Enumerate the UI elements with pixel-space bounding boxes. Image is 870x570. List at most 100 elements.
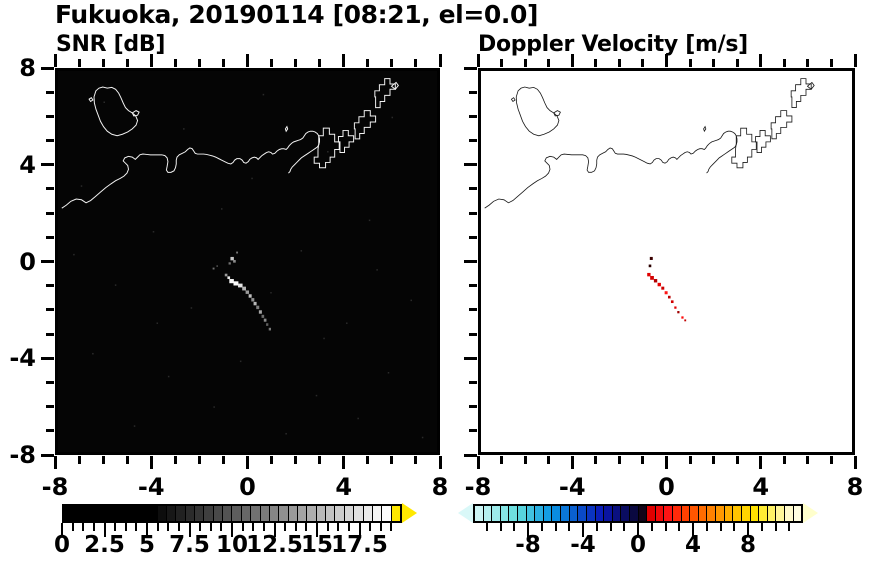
x-axis-minor-tick-bottom [829,456,833,464]
colorbar-segment [793,506,802,521]
y-axis-tick-label: -4 [9,344,36,373]
panel-title-snr: SNR [dB] [56,32,166,57]
colorbar-tick-label: 4 [684,532,702,558]
colorbar-segment [526,506,536,521]
x-axis-minor-tick-top [594,59,598,67]
x-axis-minor-tick-top [641,59,645,67]
colorbar-major-tick [146,523,148,537]
x-axis-minor-tick-bottom [688,456,692,464]
x-axis-tick-label: 0 [239,473,256,501]
snr-colorbar [62,504,402,523]
colorbar-minor-tick [294,523,297,531]
colorbar-minor-tick [305,523,308,531]
colorbar-segment [382,506,392,521]
y-axis-tick-label: 0 [19,247,36,276]
colorbar-minor-tick [650,523,653,531]
x-axis-major-tick-bottom [853,456,857,469]
x-axis-minor-tick-bottom [221,456,225,464]
colorbar-minor-tick [326,523,329,531]
x-axis-minor-tick-top [617,59,621,67]
x-axis-major-tick-bottom [570,456,574,469]
x-axis-major-tick-bottom [476,456,480,469]
colorbar-minor-tick [678,523,681,531]
colorbar-segment [741,506,751,521]
x-axis-minor-tick-bottom [500,456,504,464]
x-axis-minor-tick-bottom [617,456,621,464]
y-axis-tick-label: 8 [19,54,36,82]
colorbar-tick-label: 12.5 [246,532,303,558]
x-axis-major-tick-top [665,54,668,67]
y-axis-minor-tick [46,405,54,409]
colorbar-segment [335,506,345,521]
doppler-plot-svg [481,71,852,452]
colorbar-minor-tick [719,523,722,531]
x-axis-minor-tick-top [318,59,322,67]
colorbar-segment [223,506,233,521]
y-axis-minor-tick [469,429,477,433]
colorbar-segment [629,506,639,521]
x-axis-tick-label: -4 [137,473,165,501]
y-axis-tick-label: -8 [9,441,36,469]
colorbar-major-tick [358,523,361,537]
colorbar-segment [148,506,158,521]
colorbar-segment [586,506,596,521]
colorbar-segment [561,506,570,521]
colorbar-minor-tick [788,523,791,531]
colorbar-segment [638,506,648,521]
x-axis-minor-tick-bottom [390,456,394,464]
colorbar-segment [483,506,493,521]
colorbar-segment [288,506,298,521]
x-axis-minor-tick-bottom [782,456,786,464]
snr-noise-speckle [73,93,424,439]
y-axis-minor-tick [469,90,477,94]
colorbar-segment [157,506,167,521]
colorbar-major-tick [637,523,639,537]
colorbar-segment [569,506,579,521]
x-axis-minor-tick-bottom [77,456,81,464]
colorbar-minor-tick [760,523,763,531]
colorbar-segment [673,506,682,521]
snr-echo-streak [212,251,271,331]
colorbar-segment [120,506,130,521]
colorbar-segment [716,506,725,521]
x-axis-major-tick-bottom [149,456,153,469]
colorbar-minor-tick [82,523,85,531]
y-axis-major-tick [41,66,54,70]
colorbar-minor-tick [774,523,777,531]
colorbar-arrow-high [402,503,417,523]
y-axis-minor-tick [46,211,54,215]
colorbar-segment [241,506,252,521]
x-axis-minor-tick-bottom [173,456,177,464]
colorbar-tick-label: -4 [570,532,596,558]
y-axis-minor-tick [46,380,54,384]
colorbar-major-tick [273,523,276,537]
x-axis-major-tick-bottom [438,456,442,469]
snr-background [58,71,437,452]
y-axis-major-tick [41,260,54,263]
colorbar-minor-tick [284,523,287,531]
x-axis-tick-label: 8 [431,473,449,501]
colorbar-minor-tick [540,523,543,531]
colorbar-segment [129,506,139,521]
x-axis-tick-label: -8 [464,473,492,501]
x-axis-minor-tick-bottom [318,456,322,464]
x-axis-major-tick-bottom [53,456,57,469]
colorbar-segment [759,506,768,521]
colorbar-arrow-low [458,503,473,523]
x-axis-tick-label: 0 [658,473,675,501]
x-axis-minor-tick-top [390,59,394,67]
colorbar-minor-tick [664,523,667,531]
colorbar-major-tick [316,523,318,537]
x-axis-minor-tick-top [735,59,739,67]
colorbar-tick-label: 8 [739,532,757,558]
x-axis-minor-tick-bottom [712,456,716,464]
y-axis-major-tick [464,453,477,457]
x-axis-major-tick-bottom [246,456,249,469]
colorbar-segment [733,506,742,521]
x-axis-minor-tick-top [366,59,370,67]
doppler-plot-canvas [481,71,852,452]
colorbar-major-tick [747,523,749,537]
colorbar-minor-tick [379,523,382,531]
y-axis-major-tick [464,260,477,263]
